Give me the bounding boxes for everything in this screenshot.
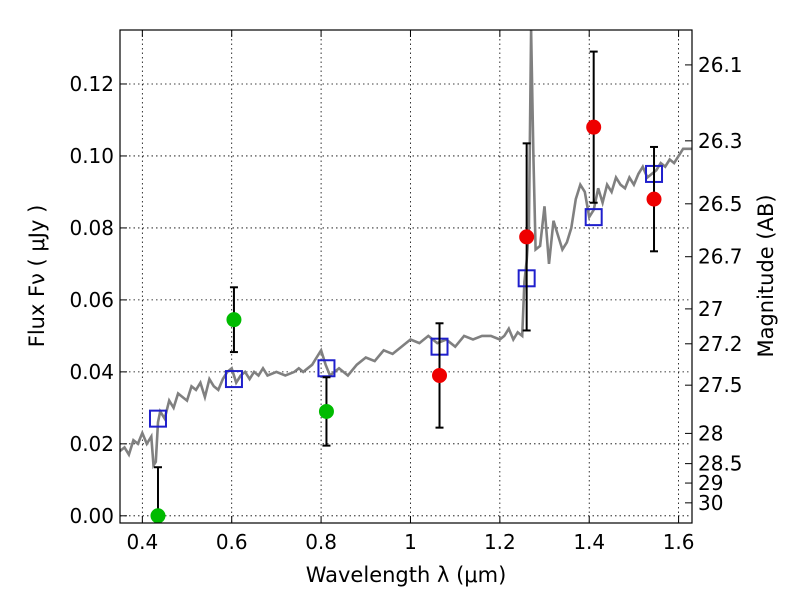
plot-area [120,30,692,523]
right-tick-label: 28.5 [698,452,743,476]
right-tick-label: 26.3 [698,129,743,153]
observed-point [586,119,602,135]
right-tick-label: 28 [698,421,723,445]
x-tick-label: 1.6 [663,530,695,554]
right-tick-label: 27.5 [698,373,743,397]
right-tick-label: 29 [698,471,723,495]
observed-point [646,191,662,207]
y-tick-label: 0.02 [69,432,114,456]
observed-point [226,312,242,328]
x-axis-label: Wavelength λ (μm) [306,563,507,587]
right-tick-label: 26.5 [698,192,743,216]
model-photometry-square [584,208,603,227]
axis-ticks: 0.4 0.6 0.8 1 1.2 1.4 1.6 0.00 0.02 0.04 0.06 0.08 0… [69,30,743,554]
observed-point [318,403,334,419]
spectrum-line [120,30,692,470]
x-tick-label: 1.2 [484,530,516,554]
observed-point [519,229,535,245]
right-tick-label: 27.2 [698,332,743,356]
x-tick-label: 1.4 [573,530,605,554]
observed-point [150,508,166,523]
right-tick-label: 30 [698,491,723,515]
y-tick-label: 0.10 [69,144,114,168]
x-tick-label: 0.6 [216,530,248,554]
right-axis-label: Magnitude (AB) [754,194,778,357]
y-tick-label: 0.00 [69,504,114,528]
y-axis-label: Flux Fν ( μJy ) [25,205,49,348]
grid-lines [120,30,692,523]
y-tick-label: 0.04 [69,360,114,384]
model-photometry-square [224,370,243,389]
y-tick-label: 0.12 [69,72,114,96]
plot-frame [119,29,693,524]
x-tick-label: 1 [404,530,417,554]
x-tick-label: 0.4 [126,530,158,554]
right-tick-label: 27 [698,297,723,321]
x-tick-label: 0.8 [305,530,337,554]
right-tick-label: 26.7 [698,245,743,269]
y-tick-label: 0.06 [69,288,114,312]
model-photometry-square [148,409,167,428]
observed-point [432,367,448,383]
right-tick-label: 26.1 [698,53,743,77]
y-tick-label: 0.08 [69,216,114,240]
